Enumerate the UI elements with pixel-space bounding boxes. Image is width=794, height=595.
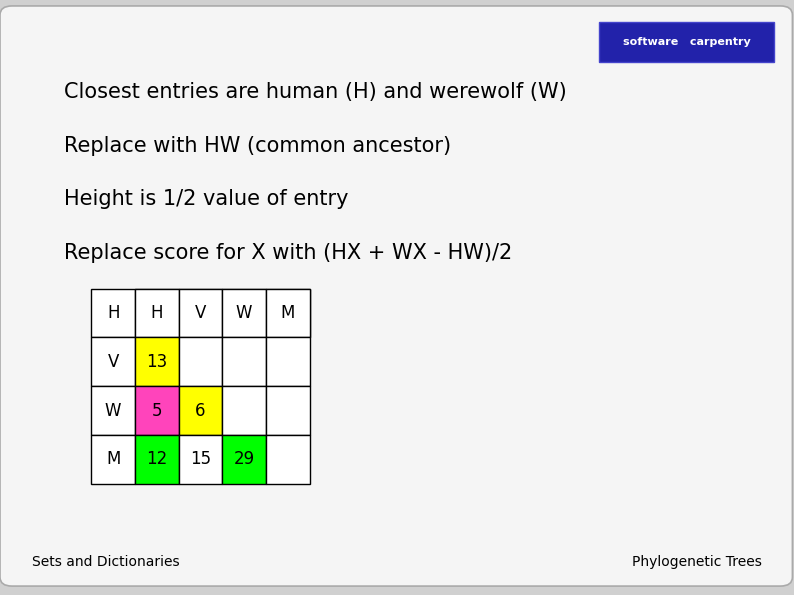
Text: M: M <box>106 450 121 468</box>
Bar <box>266 289 310 337</box>
Bar <box>266 435 310 484</box>
Text: Closest entries are human (H) and werewolf (W): Closest entries are human (H) and werewo… <box>64 82 566 102</box>
Text: Sets and Dictionaries: Sets and Dictionaries <box>32 555 179 569</box>
Bar <box>179 386 222 435</box>
Text: 5: 5 <box>152 402 162 419</box>
Text: 6: 6 <box>195 402 206 419</box>
Bar <box>222 386 266 435</box>
Text: Replace with HW (common ancestor): Replace with HW (common ancestor) <box>64 136 451 156</box>
Bar <box>266 386 310 435</box>
Bar <box>91 435 135 484</box>
Text: 29: 29 <box>233 450 255 468</box>
Text: V: V <box>195 304 206 322</box>
Text: Replace score for X with (HX + WX - HW)/2: Replace score for X with (HX + WX - HW)/… <box>64 243 512 263</box>
Text: W: W <box>236 304 252 322</box>
Bar <box>222 337 266 386</box>
Text: software   carpentry: software carpentry <box>623 37 750 47</box>
Text: H: H <box>107 304 119 322</box>
Bar <box>222 435 266 484</box>
Bar <box>222 289 266 337</box>
FancyBboxPatch shape <box>599 22 774 62</box>
Bar <box>135 289 179 337</box>
Text: W: W <box>105 402 121 419</box>
Bar <box>135 435 179 484</box>
Bar <box>91 386 135 435</box>
Bar <box>135 337 179 386</box>
Text: V: V <box>107 353 119 371</box>
Text: 15: 15 <box>190 450 211 468</box>
Text: 12: 12 <box>146 450 168 468</box>
Text: Phylogenetic Trees: Phylogenetic Trees <box>632 555 762 569</box>
Bar <box>179 289 222 337</box>
Bar <box>266 289 310 337</box>
Bar <box>135 386 179 435</box>
Bar <box>222 289 266 337</box>
Text: Height is 1/2 value of entry: Height is 1/2 value of entry <box>64 189 348 209</box>
Bar <box>266 337 310 386</box>
Bar <box>91 289 135 337</box>
Bar <box>91 337 135 386</box>
Text: 13: 13 <box>146 353 168 371</box>
Bar <box>179 289 222 337</box>
Bar <box>135 289 179 337</box>
Bar <box>179 435 222 484</box>
Text: M: M <box>280 304 295 322</box>
Text: H: H <box>151 304 163 322</box>
Bar <box>179 337 222 386</box>
